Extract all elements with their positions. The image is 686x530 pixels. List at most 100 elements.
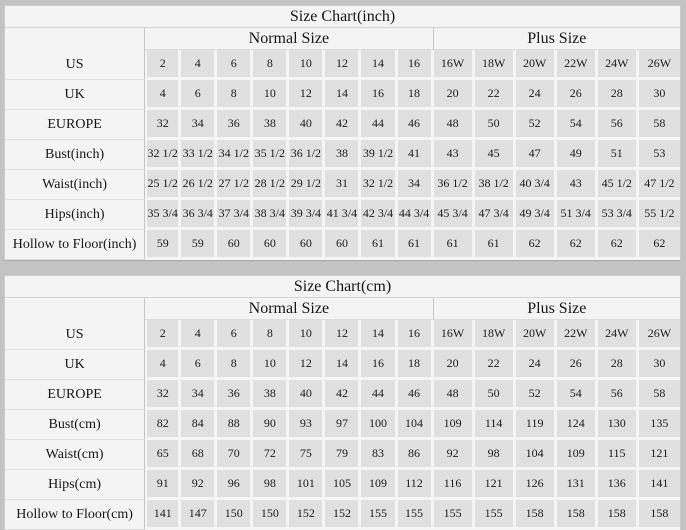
row-label: EUROPE [5, 110, 146, 140]
size-value-cell: 59 [181, 230, 218, 260]
size-value-cell: 10 [289, 50, 326, 80]
size-value-cell: 47 1/2 [638, 170, 680, 200]
size-value-cell: 22W [556, 50, 598, 80]
normal-size-header: Normal Size [145, 28, 434, 50]
table-row: Hollow to Floor(inch) 59 59 60 60 60 60 61 61 61 6… [5, 230, 680, 260]
table-title-cm: Size Chart(cm) [5, 276, 680, 298]
size-value-cell: 98 [474, 440, 516, 470]
size-value-cell: 30 [638, 350, 680, 380]
size-value-cell: 147 [181, 500, 218, 530]
size-value-cell: 18W [474, 50, 516, 80]
size-value-cell: 42 [325, 110, 362, 140]
size-value-cell: 55 1/2 [638, 200, 680, 230]
size-value-cell: 44 [361, 110, 398, 140]
size-value-cell: 22 [474, 350, 516, 380]
row-label: Waist(inch) [5, 170, 146, 200]
size-value-cell: 43 [433, 140, 475, 170]
size-value-cell: 32 1/2 [145, 140, 182, 170]
row-label: Hips(cm) [5, 470, 146, 500]
size-value-cell: 56 [597, 380, 639, 410]
size-value-cell: 36 3/4 [181, 200, 218, 230]
row-label: Waist(cm) [5, 440, 146, 470]
size-value-cell: 104 [515, 440, 557, 470]
size-value-cell: 42 [325, 380, 362, 410]
size-value-cell: 30 [638, 80, 680, 110]
size-value-cell: 56 [597, 110, 639, 140]
size-value-cell: 112 [397, 470, 434, 500]
table-row: US 2 4 6 8 10 12 14 16 16W 18W 20W 22W 24W 26W [5, 320, 680, 350]
size-value-cell: 10 [289, 320, 326, 350]
size-value-cell: 20 [433, 350, 475, 380]
size-value-cell: 28 [597, 350, 639, 380]
size-value-cell: 54 [556, 380, 598, 410]
size-value-cell: 41 3/4 [325, 200, 362, 230]
size-value-cell: 150 [253, 500, 290, 530]
size-value-cell: 25 1/2 [145, 170, 182, 200]
table-row: Waist(inch) 25 1/2 26 1/2 27 1/2 28 1/2 29 1/… [5, 170, 680, 200]
size-value-cell: 4 [181, 50, 218, 80]
row-label: Hollow to Floor(cm) [5, 500, 146, 530]
size-value-cell: 53 3/4 [597, 200, 639, 230]
size-value-cell: 39 1/2 [361, 140, 398, 170]
size-value-cell: 61 [361, 230, 398, 260]
size-value-cell: 42 3/4 [361, 200, 398, 230]
size-value-cell: 62 [638, 230, 680, 260]
size-value-cell: 6 [181, 350, 218, 380]
size-value-cell: 41 [397, 140, 434, 170]
size-value-cell: 35 1/2 [253, 140, 290, 170]
size-value-cell: 39 3/4 [289, 200, 326, 230]
size-value-cell: 130 [597, 410, 639, 440]
size-value-cell: 37 3/4 [217, 200, 254, 230]
size-value-cell: 20W [515, 50, 557, 80]
table-row: Bust(inch) 32 1/2 33 1/2 34 1/2 35 1/2 36 1/2… [5, 140, 680, 170]
size-value-cell: 155 [433, 500, 475, 530]
size-value-cell: 36 1/2 [289, 140, 326, 170]
size-value-cell: 105 [325, 470, 362, 500]
size-value-cell: 50 [474, 380, 516, 410]
size-value-cell: 158 [515, 500, 557, 530]
size-value-cell: 49 [556, 140, 598, 170]
group-header-row: Normal Size Plus Size [5, 298, 680, 320]
size-value-cell: 12 [325, 50, 362, 80]
size-value-cell: 12 [325, 320, 362, 350]
size-value-cell: 35 3/4 [145, 200, 182, 230]
size-value-cell: 124 [556, 410, 598, 440]
row-label: US [5, 50, 146, 80]
size-value-cell: 44 [361, 380, 398, 410]
size-value-cell: 14 [325, 80, 362, 110]
size-value-cell: 18 [397, 350, 434, 380]
table-title-inch: Size Chart(inch) [5, 6, 680, 28]
size-value-cell: 52 [515, 380, 557, 410]
size-value-cell: 40 3/4 [515, 170, 557, 200]
size-value-cell: 32 [145, 380, 182, 410]
size-value-cell: 46 [397, 110, 434, 140]
size-value-cell: 12 [289, 350, 326, 380]
size-value-cell: 45 1/2 [597, 170, 639, 200]
size-value-cell: 126 [515, 470, 557, 500]
size-value-cell: 24 [515, 80, 557, 110]
table-row: Hips(cm) 91 92 96 98 101 105 109 112 116 121 126 131… [5, 470, 680, 500]
size-value-cell: 44 3/4 [397, 200, 434, 230]
size-value-cell: 48 [433, 110, 475, 140]
size-chart-table-inch: Size Chart(inch) Normal Size Plus Size U… [4, 5, 681, 261]
size-value-cell: 135 [638, 410, 680, 440]
size-value-cell: 45 3/4 [433, 200, 475, 230]
size-value-cell: 51 3/4 [556, 200, 598, 230]
size-value-cell: 8 [253, 50, 290, 80]
size-value-cell: 38 3/4 [253, 200, 290, 230]
size-value-cell: 14 [325, 350, 362, 380]
size-value-cell: 79 [325, 440, 362, 470]
size-value-cell: 109 [556, 440, 598, 470]
size-value-cell: 10 [253, 350, 290, 380]
plus-size-header: Plus Size [433, 28, 680, 50]
size-value-cell: 6 [217, 320, 254, 350]
size-value-cell: 34 [181, 110, 218, 140]
size-value-cell: 61 [474, 230, 516, 260]
table-row: Waist(cm) 65 68 70 72 75 79 83 86 92 98 104 109 115 12… [5, 440, 680, 470]
size-value-cell: 96 [217, 470, 254, 500]
size-value-cell: 16 [361, 350, 398, 380]
size-value-cell: 53 [638, 140, 680, 170]
size-value-cell: 115 [597, 440, 639, 470]
size-value-cell: 58 [638, 380, 680, 410]
table-gap [4, 261, 681, 275]
